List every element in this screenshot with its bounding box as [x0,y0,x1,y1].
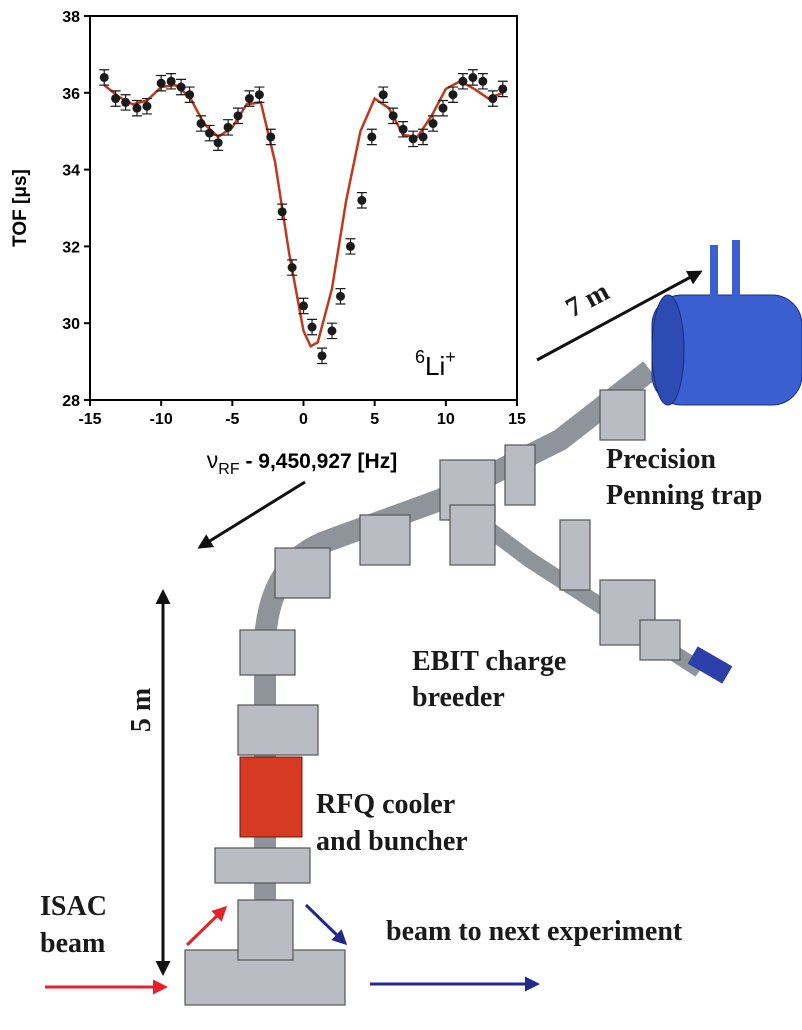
label: EBIT charge [412,646,566,677]
x-axis-label: νRF - 9,450,927 [Hz] [207,447,397,478]
x-tick-label: 10 [437,411,455,428]
data-point [223,122,233,132]
apparatus [184,240,802,1006]
label: and buncher [316,826,468,857]
data-point [448,90,458,100]
data-point [121,97,131,107]
distance-label: 5 m [126,688,157,732]
data-point [488,94,498,104]
fit-line [103,79,504,348]
data-point [213,138,223,148]
label: beam [40,928,105,959]
data-point [266,132,276,142]
annotation: 6Li+ [415,347,456,381]
data-point [327,326,337,336]
x-tick-label: -5 [225,411,239,428]
data-point [498,84,508,94]
label: Penning trap [606,480,762,511]
data-point [244,94,254,104]
arrow [185,905,228,947]
annotation-part: 6 [415,347,425,367]
data-point [478,76,488,86]
data-point [345,241,355,251]
data-point [166,76,176,86]
data-point [378,90,388,100]
x-tick-label: -15 [78,411,101,428]
label: ISAC [40,891,107,922]
data-point [205,128,215,138]
data-point [185,90,195,100]
y-axis-label: TOF [μs] [10,169,31,247]
y-tick-label: 34 [62,163,80,180]
label: Precision [606,444,716,475]
x-label-part: - 9,450,927 [Hz] [240,450,398,473]
annotation-part: + [445,347,456,367]
data-point [458,76,468,86]
annotation-part: Li [425,351,445,381]
chart: TOF [μs] νRF - 9,450,927 [Hz] 6Li+ 28 30 3… [10,9,526,478]
data-point [307,322,317,332]
data-point [277,207,287,217]
data-point [142,101,152,111]
data-point [408,134,418,144]
data-point [176,82,186,92]
label: RFQ cooler [316,789,455,820]
x-tick-label: -10 [150,411,173,428]
data-point [438,103,448,113]
x-tick-label: 0 [299,411,308,428]
plot-frame [89,15,518,401]
x-tick-label: 5 [370,411,379,428]
x-label-part: ν [207,447,219,473]
data-point [254,90,264,100]
y-tick-label: 38 [62,9,80,26]
data-point [336,291,346,301]
data-point [388,111,398,121]
y-tick-label: 28 [62,393,80,410]
label: breeder [412,682,505,713]
data-point [428,119,438,129]
data-point [196,119,206,129]
data-point [233,111,243,121]
x-label-part: RF [218,461,240,478]
data-point [357,195,367,205]
data-point [398,124,408,134]
data-point [299,301,308,311]
arrow [197,480,306,549]
arrow [536,270,703,362]
data-point [468,72,478,82]
distance-label: 7 m [561,276,615,324]
y-tick-label: 32 [62,239,80,256]
y-tick-label: 30 [62,316,80,333]
data-point [317,351,327,361]
data-point [132,103,142,113]
label: beam to next experiment [386,916,683,947]
data-point [99,72,109,82]
data-point [111,94,121,104]
arrow [304,903,348,946]
x-tick-label: 15 [508,411,526,428]
data-point [287,263,297,273]
data-point [418,132,428,142]
y-tick-label: 36 [62,86,80,103]
data-point [367,132,377,142]
data-point [156,78,166,88]
